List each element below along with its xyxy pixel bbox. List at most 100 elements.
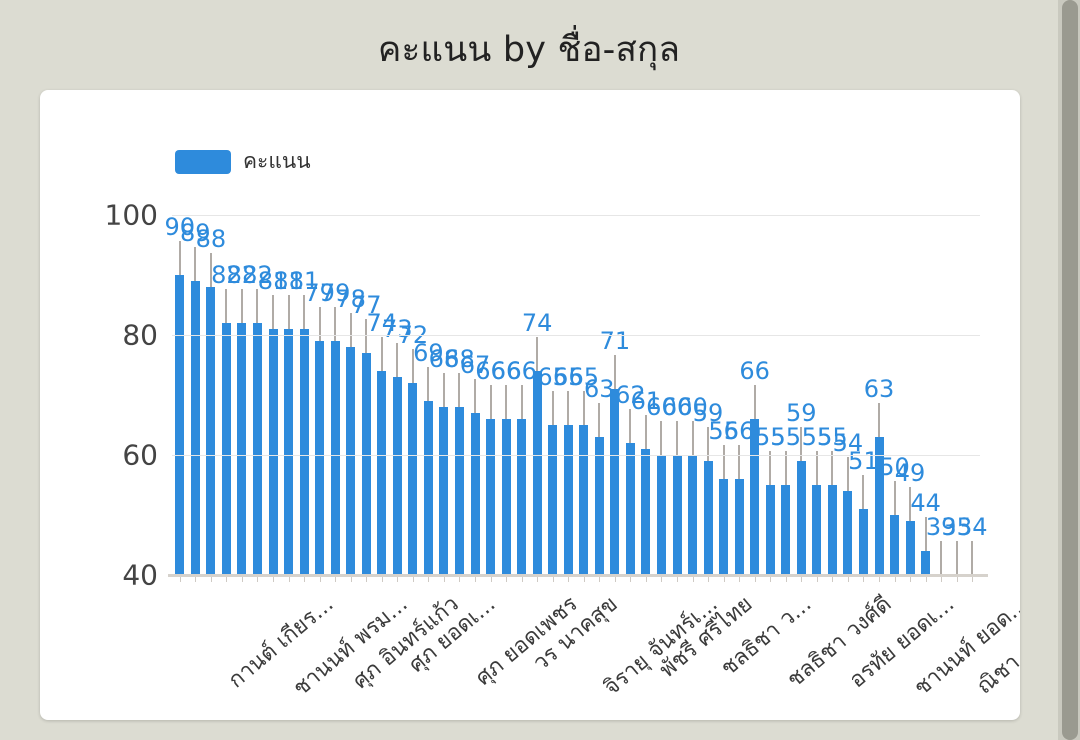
bar[interactable] [470, 413, 480, 575]
bar-stem [225, 289, 228, 323]
x-axis-tick [832, 576, 834, 582]
vertical-scrollbar-thumb[interactable] [1062, 0, 1078, 740]
bar[interactable] [486, 419, 496, 575]
bar[interactable] [299, 329, 309, 575]
bar[interactable] [703, 461, 713, 575]
bar-stem [769, 451, 772, 485]
bar-value-label: 44 [910, 489, 941, 517]
bar[interactable] [625, 443, 635, 575]
bar[interactable] [454, 407, 464, 575]
bar-value-label: 63 [584, 375, 615, 403]
bar-value-label: 34 [956, 513, 988, 541]
chart-card: คะแนน 90 89 88 82 82 82 81 81 81 79 79 78 77 74 73 72 69… [40, 90, 1020, 720]
bar[interactable] [315, 341, 325, 575]
bar[interactable] [905, 521, 915, 575]
bar-value-label: 66 [475, 357, 506, 385]
bar[interactable] [532, 371, 542, 575]
x-axis-tick [273, 576, 274, 582]
bar-value-label: 65 [537, 363, 568, 391]
bar-stem [800, 427, 803, 461]
bar[interactable] [206, 287, 216, 575]
bar[interactable] [734, 479, 744, 575]
x-axis-tick [739, 576, 741, 582]
bar-value-label: 81 [273, 267, 304, 295]
bar-stem [551, 391, 554, 425]
bar[interactable] [579, 425, 589, 575]
chart-legend[interactable]: คะแนน [175, 145, 311, 178]
x-axis-tick [179, 576, 181, 582]
gridline [172, 455, 980, 456]
bar[interactable] [252, 323, 262, 575]
bar-stem [971, 541, 974, 575]
bar[interactable] [361, 353, 371, 575]
x-axis-tick [366, 576, 368, 582]
bar[interactable] [237, 323, 247, 575]
bar-stem [644, 415, 647, 449]
bar[interactable] [641, 449, 651, 575]
bar[interactable] [190, 281, 200, 575]
bar-value-label: 66 [490, 357, 522, 385]
bar[interactable] [563, 425, 573, 575]
bar[interactable] [765, 485, 775, 575]
bar[interactable] [688, 455, 698, 575]
bar[interactable] [858, 509, 868, 575]
x-axis-tick [397, 576, 399, 582]
x-axis-tick [459, 576, 461, 582]
bar-value-label: 49 [894, 459, 926, 487]
bar[interactable] [408, 383, 418, 575]
bar[interactable] [921, 551, 931, 575]
x-axis-tick [723, 576, 725, 582]
bar[interactable] [812, 485, 822, 575]
bar[interactable] [346, 347, 356, 575]
bar-value-label: 61 [630, 387, 662, 415]
bar[interactable] [781, 485, 791, 575]
x-axis-tick [552, 576, 554, 582]
bar[interactable] [548, 425, 558, 575]
bar-value-label: 59 [692, 399, 724, 427]
bar[interactable] [284, 329, 294, 575]
x-axis-labels: กานต์ เกียร... ชานนท์ พรม... ศุภ อินทร์แก้… [40, 90, 1020, 720]
bar-stem [613, 355, 616, 389]
bar[interactable] [423, 401, 433, 575]
bar[interactable] [796, 461, 806, 575]
bar[interactable] [268, 329, 278, 575]
bar[interactable] [175, 275, 185, 575]
bar[interactable] [890, 515, 900, 575]
bar-value-label: 60 [646, 393, 677, 421]
x-axis-tick [428, 576, 430, 582]
bar[interactable] [392, 377, 402, 575]
x-axis-tick [692, 576, 694, 582]
vertical-scrollbar-track[interactable] [1058, 0, 1080, 740]
bar-stem [629, 409, 632, 443]
x-axis-tick [910, 576, 912, 582]
bar-value-label: 60 [677, 393, 708, 421]
bar[interactable] [377, 371, 387, 575]
bar[interactable] [594, 437, 604, 575]
bar[interactable] [656, 455, 666, 575]
bar[interactable] [874, 437, 884, 575]
x-axis-tick [894, 576, 896, 582]
bar[interactable] [672, 455, 682, 575]
x-axis-tick [801, 576, 803, 582]
bar-value-label: 55 [817, 423, 848, 451]
bar-stem [940, 541, 943, 575]
bar-stem [909, 487, 912, 521]
bar-stem [784, 451, 787, 485]
bar[interactable] [221, 323, 231, 575]
bar[interactable] [517, 419, 527, 575]
x-axis-tick [863, 576, 865, 582]
bar[interactable] [501, 419, 511, 575]
gridline [172, 335, 980, 336]
x-axis-tick [708, 576, 710, 582]
bar[interactable] [330, 341, 340, 575]
bar[interactable] [610, 389, 620, 575]
bar[interactable] [843, 491, 853, 575]
bar[interactable] [750, 419, 760, 575]
x-axis-tick [879, 576, 880, 582]
x-axis-tick [583, 576, 585, 582]
bar[interactable] [827, 485, 837, 575]
bar-stem [178, 241, 181, 275]
bar-stem [567, 391, 570, 425]
bar[interactable] [719, 479, 729, 575]
bar[interactable] [439, 407, 449, 575]
